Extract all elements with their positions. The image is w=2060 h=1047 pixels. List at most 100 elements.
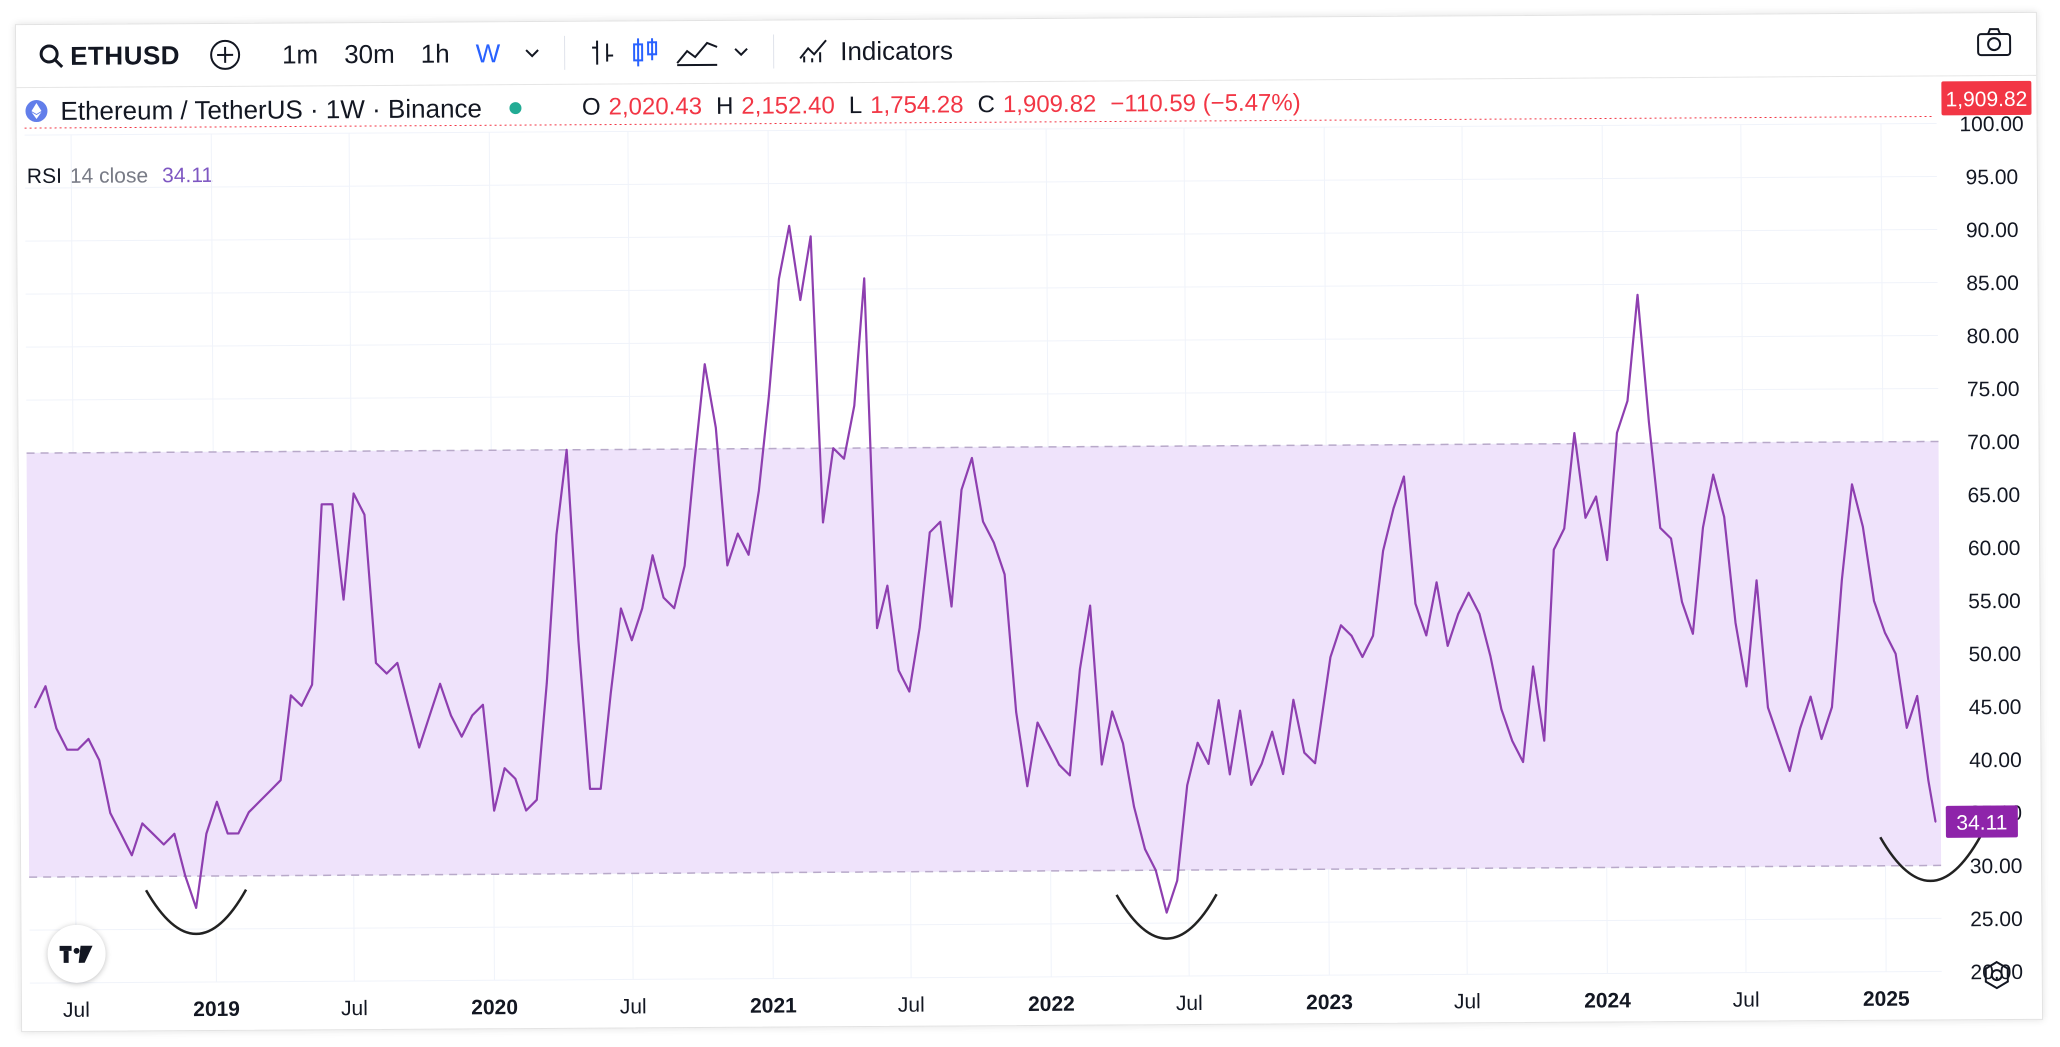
- rsi-point: [1745, 685, 1748, 688]
- y-tick-label: 45.00: [1969, 696, 2022, 719]
- tradingview-logo-icon: [59, 945, 93, 963]
- rsi-point: [352, 492, 355, 495]
- bar-type-button[interactable]: [589, 38, 615, 68]
- rsi-point: [673, 607, 676, 609]
- rsi-point: [609, 692, 612, 695]
- y-gridline: [26, 493, 1939, 507]
- rsi-point: [832, 447, 835, 449]
- rsi-point: [928, 531, 931, 534]
- y-gridline: [29, 970, 1942, 984]
- timeframe-dropdown[interactable]: [524, 47, 540, 59]
- y-gridline: [29, 917, 1942, 931]
- rsi-point: [1543, 739, 1546, 742]
- change-value: −110.59 (−5.47%): [1110, 89, 1301, 118]
- rsi-point: [630, 639, 633, 642]
- search-icon: [39, 44, 64, 68]
- rsi-point: [599, 788, 602, 790]
- ethereum-logo-icon: [25, 100, 48, 123]
- rsi-point: [141, 822, 144, 825]
- rsi-point: [503, 767, 506, 770]
- y-gridline: [28, 705, 1941, 719]
- chart-type-dropdown[interactable]: [733, 46, 749, 58]
- rsi-line: [34, 224, 1937, 914]
- x-gridline: [488, 132, 495, 981]
- area-chart-button[interactable]: [675, 37, 719, 67]
- rsi-point: [577, 639, 580, 642]
- rsi-point: [1069, 774, 1071, 777]
- rsi-point: [939, 520, 942, 523]
- rsi-point: [960, 489, 963, 491]
- x-tick-label: Jul: [1454, 990, 1481, 1013]
- y-tick-label: 50.00: [1968, 643, 2021, 666]
- area-chart-icon: [676, 41, 718, 67]
- snapshot-button[interactable]: [1976, 27, 2012, 64]
- rsi-point: [311, 683, 313, 686]
- rsi-point: [1884, 631, 1886, 634]
- rsi-point: [320, 503, 323, 506]
- rsi-point: [290, 694, 292, 697]
- rsi-point: [173, 833, 176, 835]
- rsi-point: [385, 672, 388, 675]
- rsi-point: [1809, 695, 1812, 698]
- timeframe-1h[interactable]: 1h: [420, 38, 450, 69]
- timeframe-1m[interactable]: 1m: [281, 38, 319, 70]
- rsi-point: [565, 449, 568, 451]
- rsi-name: RSI: [26, 164, 62, 189]
- rsi-point: [843, 457, 845, 460]
- y-gridline: [27, 546, 1940, 560]
- rsi-point: [450, 714, 452, 717]
- candles-button[interactable]: [631, 36, 659, 68]
- rsi-point: [300, 705, 303, 707]
- rsi-point: [726, 564, 729, 567]
- rsi-point: [109, 812, 112, 814]
- rsi-point: [237, 832, 240, 835]
- rsi-chart[interactable]: 100.00 95.00 90.00 85.00 80.00 75.00 70.00 65.0…: [16, 13, 2042, 1031]
- x-tick-label: Jul: [898, 994, 925, 1017]
- symbol-search[interactable]: ETHUSD: [38, 40, 180, 72]
- x-tick-label: Jul: [1176, 992, 1203, 1015]
- rsi-point: [525, 809, 527, 812]
- rsi-point: [1778, 738, 1780, 741]
- indicators-button[interactable]: Indicators: [798, 35, 953, 67]
- close-label: C: [977, 91, 996, 119]
- x-gridline: [627, 131, 634, 980]
- rsi-point: [1026, 785, 1029, 788]
- rsi-point: [545, 682, 548, 684]
- rsi-point: [1626, 400, 1629, 402]
- rsi-point: [482, 703, 484, 706]
- timeframe-30m[interactable]: 30m: [344, 38, 395, 69]
- rsi-point: [715, 426, 717, 429]
- rsi-point: [535, 799, 538, 801]
- rsi-point: [1414, 602, 1417, 605]
- rsi-point: [1292, 698, 1295, 701]
- rsi-point: [1616, 432, 1618, 434]
- x-gridline: [905, 129, 912, 978]
- y-tick-label: 65.00: [1968, 484, 2021, 507]
- rsi-point: [778, 278, 780, 280]
- rsi-point: [1659, 527, 1662, 529]
- rsi-point: [641, 607, 644, 610]
- chart-settings-button[interactable]: [1982, 960, 2012, 995]
- overbought-line: [26, 440, 1939, 454]
- rsi-point: [1712, 473, 1715, 476]
- candles-icon: [633, 38, 658, 67]
- rsi-point: [1392, 507, 1395, 510]
- tradingview-logo[interactable]: [47, 924, 106, 984]
- rsi-point: [1196, 741, 1199, 744]
- bottom-annotation-arc: [1115, 893, 1218, 940]
- price-badge: [1941, 80, 2032, 116]
- rsi-point: [1851, 483, 1853, 486]
- rsi-legend[interactable]: RSI 14 close 34.11: [27, 164, 213, 189]
- rsi-point: [982, 520, 984, 523]
- rsi-point: [1934, 821, 1937, 823]
- plus-circle-icon: [210, 39, 241, 70]
- timeframe-w[interactable]: W: [475, 37, 501, 68]
- compare-button[interactable]: [208, 38, 242, 72]
- y-gridline: [24, 175, 1937, 189]
- rsi-point: [1122, 742, 1124, 745]
- indicators-label: Indicators: [840, 34, 954, 66]
- x-tick-label: 2019: [193, 998, 240, 1021]
- ohlc-values: O 2,020.43 H 2,152.40 L 1,754.28 C 1,909.82 …: [582, 89, 1307, 121]
- rsi-point: [1329, 656, 1332, 658]
- low-label: L: [848, 92, 863, 120]
